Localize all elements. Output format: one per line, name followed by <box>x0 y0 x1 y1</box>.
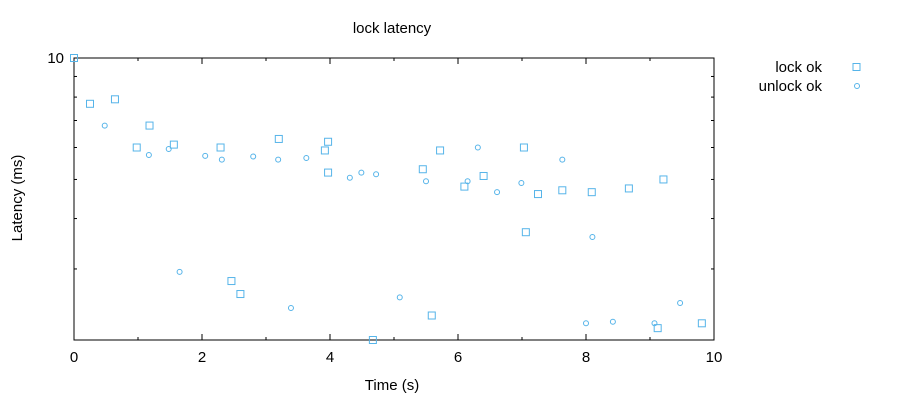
point-unlock-ok <box>651 320 658 327</box>
point-lock-ok <box>558 186 567 195</box>
plot-frame <box>73 57 715 341</box>
legend: lock ok unlock ok <box>759 59 861 95</box>
legend-marker-lock-ok <box>852 63 861 71</box>
point-lock-ok <box>324 168 333 177</box>
legend-marker-unlock-ok <box>854 83 860 89</box>
point-lock-ok <box>368 336 377 344</box>
point-unlock-ok <box>589 234 596 241</box>
point-lock-ok <box>534 190 542 199</box>
y-tick-label: 10 <box>47 50 64 67</box>
point-unlock-ok <box>494 189 501 196</box>
point-lock-ok <box>436 146 445 155</box>
point-lock-ok <box>236 290 245 299</box>
point-lock-ok <box>427 311 436 320</box>
point-unlock-ok <box>677 300 684 307</box>
x-tick-label: 6 <box>454 349 462 366</box>
point-unlock-ok <box>218 156 225 163</box>
point-lock-ok <box>521 228 530 237</box>
point-unlock-ok <box>176 268 183 275</box>
x-ticks: 0 2 4 6 8 10 <box>70 58 723 366</box>
x-tick-label: 4 <box>326 349 334 366</box>
point-lock-ok <box>460 182 469 191</box>
point-lock-ok <box>479 171 488 180</box>
point-lock-ok <box>227 277 236 286</box>
chart-title: lock latency <box>353 20 432 37</box>
point-unlock-ok <box>145 151 152 158</box>
x-tick-label: 0 <box>70 349 78 366</box>
x-axis-label: Time (s) <box>365 377 419 394</box>
x-tick-label: 2 <box>198 349 206 366</box>
point-unlock-ok <box>250 153 257 160</box>
point-unlock-ok <box>518 179 525 186</box>
point-unlock-ok <box>474 144 481 151</box>
legend-label-unlock-ok: unlock ok <box>759 78 823 95</box>
point-unlock-ok <box>559 156 566 163</box>
point-unlock-ok <box>303 155 310 162</box>
y-ticks: 10 <box>47 50 714 341</box>
point-unlock-ok <box>287 305 294 312</box>
point-lock-ok <box>587 188 596 197</box>
point-unlock-ok <box>583 320 589 327</box>
point-unlock-ok <box>202 152 209 159</box>
x-tick-label: 10 <box>706 349 723 366</box>
point-lock-ok <box>132 143 141 152</box>
point-lock-ok <box>659 175 668 184</box>
point-lock-ok <box>274 134 283 143</box>
point-lock-ok <box>70 54 78 62</box>
point-lock-ok <box>697 319 706 328</box>
point-unlock-ok <box>609 318 616 325</box>
legend-label-lock-ok: lock ok <box>775 59 822 76</box>
y-axis-label: Latency (ms) <box>9 155 26 242</box>
point-lock-ok <box>624 184 633 193</box>
point-lock-ok <box>653 324 662 333</box>
point-lock-ok <box>169 140 178 149</box>
point-lock-ok <box>418 165 427 174</box>
point-lock-ok <box>324 137 333 146</box>
point-lock-ok <box>216 143 225 152</box>
point-unlock-ok <box>165 145 172 152</box>
point-unlock-ok <box>423 178 429 185</box>
point-unlock-ok <box>396 294 403 301</box>
point-lock-ok <box>110 95 119 104</box>
point-unlock-ok <box>346 174 353 181</box>
point-unlock-ok <box>358 169 365 176</box>
point-lock-ok <box>320 146 329 155</box>
data-points <box>70 54 706 344</box>
point-unlock-ok <box>101 122 108 129</box>
point-unlock-ok <box>373 171 380 178</box>
point-lock-ok <box>145 121 154 130</box>
point-lock-ok <box>86 99 94 108</box>
point-lock-ok <box>519 143 528 152</box>
point-unlock-ok <box>464 178 471 185</box>
x-tick-label: 8 <box>582 349 590 366</box>
point-unlock-ok <box>275 156 282 163</box>
